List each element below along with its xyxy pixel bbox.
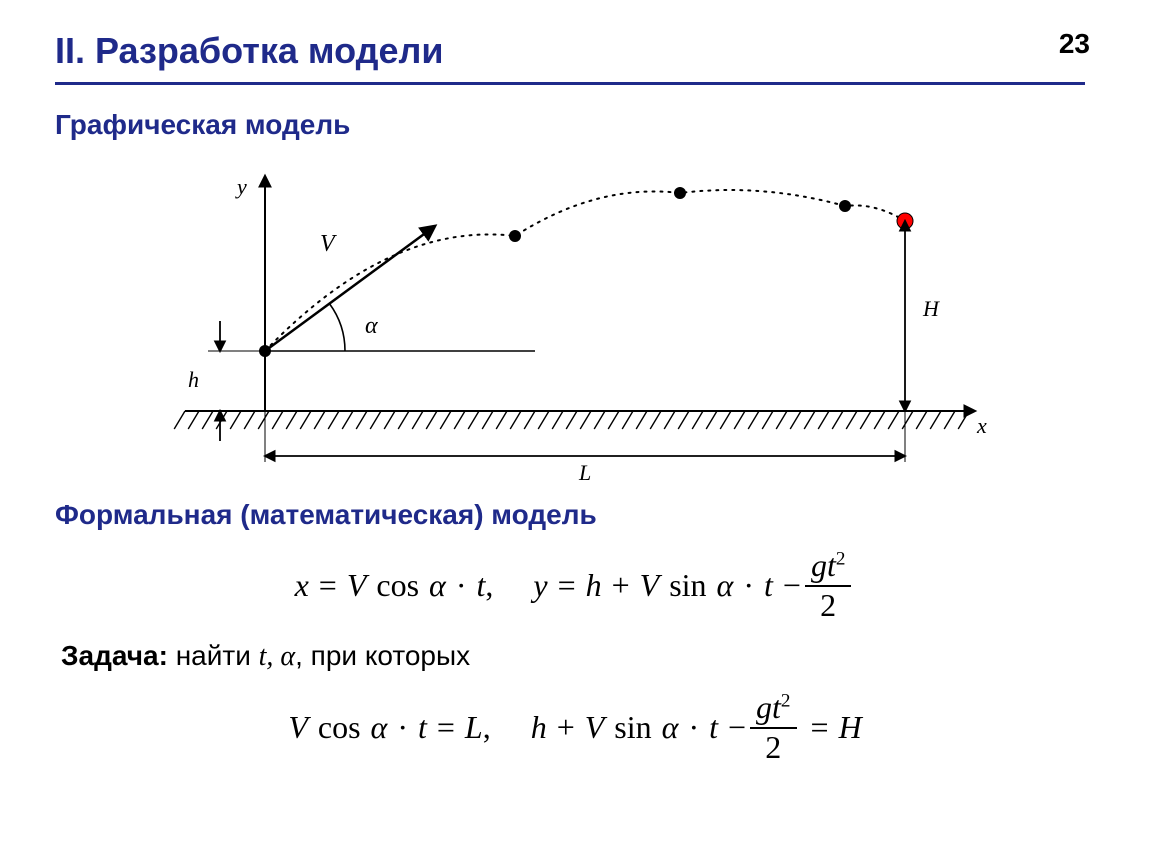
task-line: Задача: найти t, α, при которых: [61, 640, 1095, 673]
page-number: 23: [1059, 28, 1090, 60]
svg-text:α: α: [365, 313, 378, 339]
c-t: t: [418, 709, 427, 746]
c-sq: 2: [781, 691, 791, 712]
sym-dot2: ·: [743, 567, 754, 604]
sym-den2: 2: [814, 589, 842, 623]
sym-x: x: [295, 567, 309, 604]
sym-dot: ·: [456, 567, 467, 604]
c-dot2: ·: [688, 709, 699, 746]
sym-sq: 2: [836, 548, 846, 569]
svg-text:V: V: [320, 231, 337, 257]
sym-V: V: [347, 567, 367, 604]
svg-text:L: L: [578, 460, 591, 481]
task-after: , при которых: [295, 640, 470, 671]
sym-t2: t: [764, 567, 773, 604]
sym-t3: t: [827, 547, 836, 583]
task-before: найти: [168, 640, 259, 671]
c-alpha2: α: [662, 709, 679, 746]
c-frac: gt2 2: [750, 691, 796, 764]
c-V2: V: [585, 709, 605, 746]
title-rule: [55, 82, 1085, 85]
sym-g: g: [811, 547, 827, 583]
formula-conditions: V cos α · t = L , h + V sin α ·: [55, 691, 1095, 764]
sym-alpha: α: [429, 567, 446, 604]
subhead-formal: Формальная (математическая) модель: [55, 499, 1095, 531]
c-comma: ,: [483, 709, 491, 746]
formula-motion: x = V cos α · t , y = h + V sin: [55, 549, 1095, 622]
sym-plus: +: [612, 567, 630, 604]
c-den2: 2: [759, 731, 787, 765]
c-t3: t: [772, 689, 781, 725]
c-eq2: =: [811, 709, 829, 746]
c-t2: t: [709, 709, 718, 746]
sym-t: t: [476, 567, 485, 604]
c-H: H: [839, 709, 862, 746]
sym-comma: ,: [485, 567, 493, 604]
sym-eq2: =: [558, 567, 576, 604]
c-h: h: [531, 709, 547, 746]
c-sin: sin: [614, 709, 651, 746]
task-vars: t, α: [259, 641, 295, 672]
c-cos: cos: [318, 709, 361, 746]
c-minus: −: [728, 709, 746, 746]
subhead-graphic: Графическая модель: [55, 109, 1095, 141]
sym-y: y: [533, 567, 547, 604]
sym-sin: sin: [669, 567, 706, 604]
task-lead: Задача:: [61, 640, 168, 671]
sym-cos: cos: [376, 567, 419, 604]
svg-text:y: y: [235, 174, 247, 199]
svg-text:x: x: [976, 413, 987, 438]
slide-title: II. Разработка модели: [55, 30, 1095, 72]
frac-gt2-over-2: gt2 2: [805, 549, 851, 622]
c-g: g: [756, 689, 772, 725]
sym-minus: −: [783, 567, 801, 604]
c-alpha: α: [371, 709, 388, 746]
c-dot: ·: [397, 709, 408, 746]
c-plus: +: [557, 709, 575, 746]
sym-eq: =: [319, 567, 337, 604]
c-V: V: [288, 709, 308, 746]
c-L: L: [465, 709, 483, 746]
c-eq: =: [437, 709, 455, 746]
svg-text:H: H: [922, 296, 940, 321]
svg-text:h: h: [188, 367, 199, 392]
sym-alpha2: α: [717, 567, 734, 604]
sym-h: h: [586, 567, 602, 604]
sym-V2: V: [640, 567, 660, 604]
trajectory-diagram: y x α Vh H L: [55, 151, 1095, 481]
